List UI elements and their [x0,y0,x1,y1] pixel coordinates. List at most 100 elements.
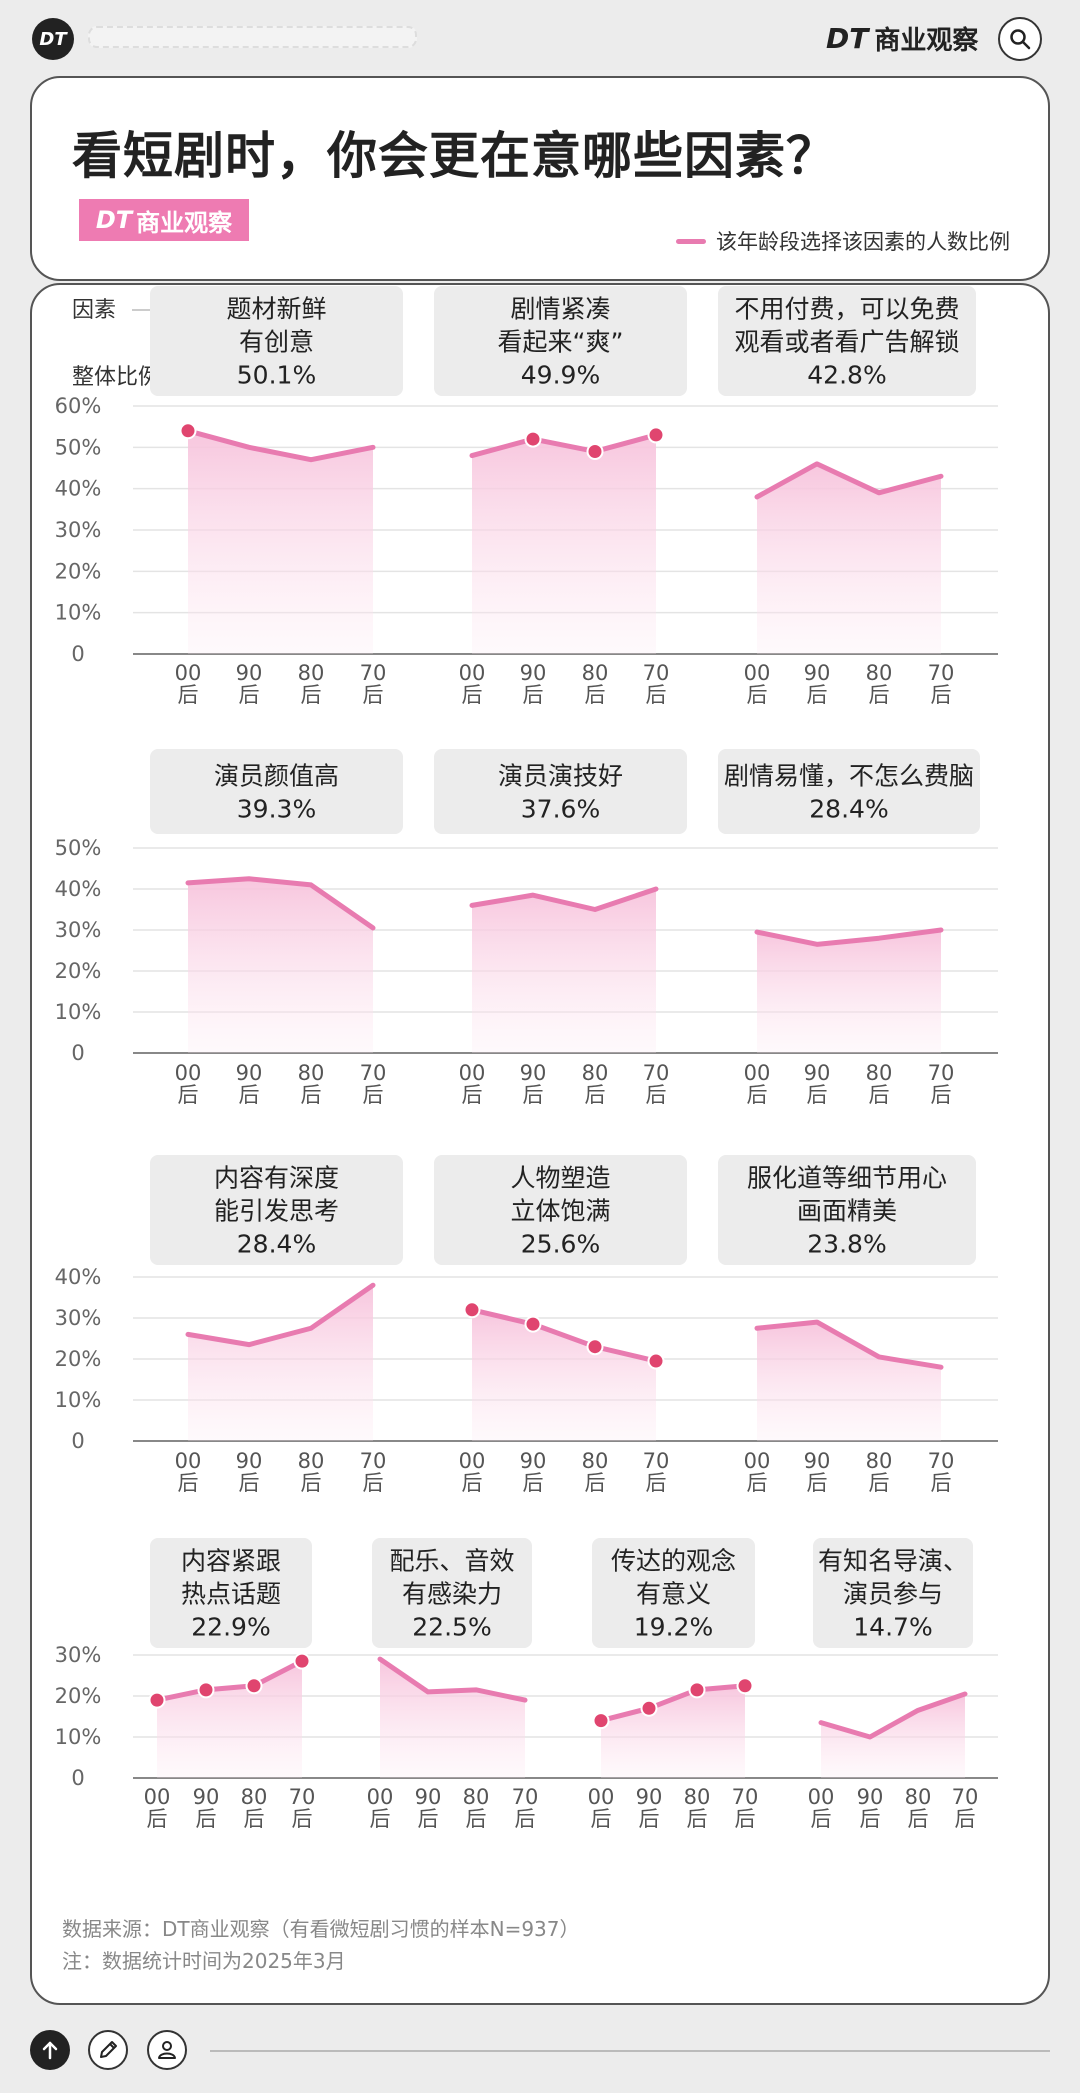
data-point [463,1301,481,1319]
x-category-suffix: 后 [807,1083,828,1107]
scroll-top-button[interactable] [30,2030,70,2070]
factor-badge [718,286,976,396]
x-category-label: 00 [175,1061,202,1085]
pencil-icon [100,2041,117,2058]
dt-logo-icon[interactable]: DT [32,18,74,60]
factor-label: 内容有深度 [214,1164,339,1193]
top-placeholder-pill [88,26,417,48]
x-category-suffix: 后 [931,683,952,707]
factor-badge [718,1155,976,1265]
x-category-label: 70 [360,1061,387,1085]
x-category-label: 90 [804,661,831,685]
y-tick-label: 40% [55,1265,102,1289]
x-category-suffix: 后 [239,683,260,707]
series-line [185,428,376,463]
x-category-suffix: 后 [646,1083,667,1107]
factor-badge [592,1538,755,1648]
x-category-suffix: 后 [807,683,828,707]
x-category-suffix: 后 [147,1807,168,1831]
y-tick-label: 30% [55,518,102,542]
arrow-up-icon [42,2041,58,2060]
x-category-suffix: 后 [178,1471,199,1495]
x-category-suffix: 后 [363,1083,384,1107]
chart-group-3: 40%30%20%10%0内容有深度能引发思考28.4%00后90后80后70后… [55,1155,998,1495]
x-category-label: 70 [928,661,955,685]
legend-line-swatch [676,238,706,244]
y-tick-label: 30% [55,918,102,942]
factor-label: 热点话题 [181,1580,281,1609]
x-category-suffix: 后 [747,1083,768,1107]
side-labels: 因素 整体比例 [72,298,240,390]
y-tick-label: 10% [55,1000,102,1024]
x-category-suffix: 后 [869,1083,890,1107]
edit-button[interactable] [88,2030,128,2070]
x-category-label: 80 [241,1785,268,1809]
factor-badge [718,749,980,834]
x-category-suffix: 后 [301,683,322,707]
brand-tag-name: 商业观察 [136,208,233,237]
x-category-label: 70 [732,1785,759,1809]
x-category-suffix: 后 [860,1807,881,1831]
series-area [188,878,373,1053]
overall-value: 42.8% [807,361,886,390]
series-line [754,461,944,500]
data-point [524,430,542,448]
x-category-suffix: 后 [178,1083,199,1107]
x-category-label: 80 [582,661,609,685]
x-category-label: 90 [193,1785,220,1809]
data-point [293,1652,311,1670]
profile-button[interactable] [147,2030,187,2070]
y-tick-label: 30% [55,1306,102,1330]
x-category-suffix: 后 [591,1807,612,1831]
x-category-label: 80 [866,661,893,685]
x-category-label: 80 [298,661,325,685]
overall-value: 39.3% [237,795,316,824]
x-category-label: 90 [415,1785,442,1809]
data-point [245,1677,263,1695]
y-tick-label: 10% [55,1388,102,1412]
series-area [757,930,941,1053]
x-category-label: 70 [928,1449,955,1473]
x-category-suffix: 后 [585,1471,606,1495]
factor-label: 有意义 [636,1580,711,1609]
x-category-suffix: 后 [908,1807,929,1831]
x-category-label: 70 [289,1785,316,1809]
overall-value: 22.5% [412,1613,491,1642]
factor-badge [372,1538,532,1648]
x-category-label: 90 [236,661,263,685]
x-category-label: 70 [643,1449,670,1473]
factor-label: 配乐、音效 [389,1547,514,1576]
series-area [821,1693,965,1778]
x-category-suffix: 后 [735,1807,756,1831]
x-category-label: 00 [459,1449,486,1473]
x-category-label: 90 [520,1449,547,1473]
series-line [377,1656,528,1703]
y-tick-label: 20% [55,959,102,983]
x-category-label: 70 [643,661,670,685]
series-line [818,1691,968,1740]
top-brand: DT 商业观察 [826,20,978,56]
x-category-label: 90 [804,1449,831,1473]
factor-side-label: 因素 [72,298,116,323]
y-tick-label: 30% [55,1643,102,1667]
series-area [157,1661,302,1778]
series-line [754,927,944,947]
y-tick-label: 10% [55,1725,102,1749]
factor-label: 有知名导演、 [818,1547,968,1576]
search-button[interactable] [998,17,1042,61]
y-tick-label: 10% [55,601,102,625]
header-card [30,76,1050,281]
x-category-label: 00 [744,1061,771,1085]
x-category-suffix: 后 [239,1083,260,1107]
y-tick-label: 20% [55,1347,102,1371]
data-point [647,426,665,444]
footer: 数据来源：DT商业观察（有看微短剧习惯的样本N=937） 注：数据统计时间为20… [62,1913,580,1977]
data-point [640,1699,658,1717]
